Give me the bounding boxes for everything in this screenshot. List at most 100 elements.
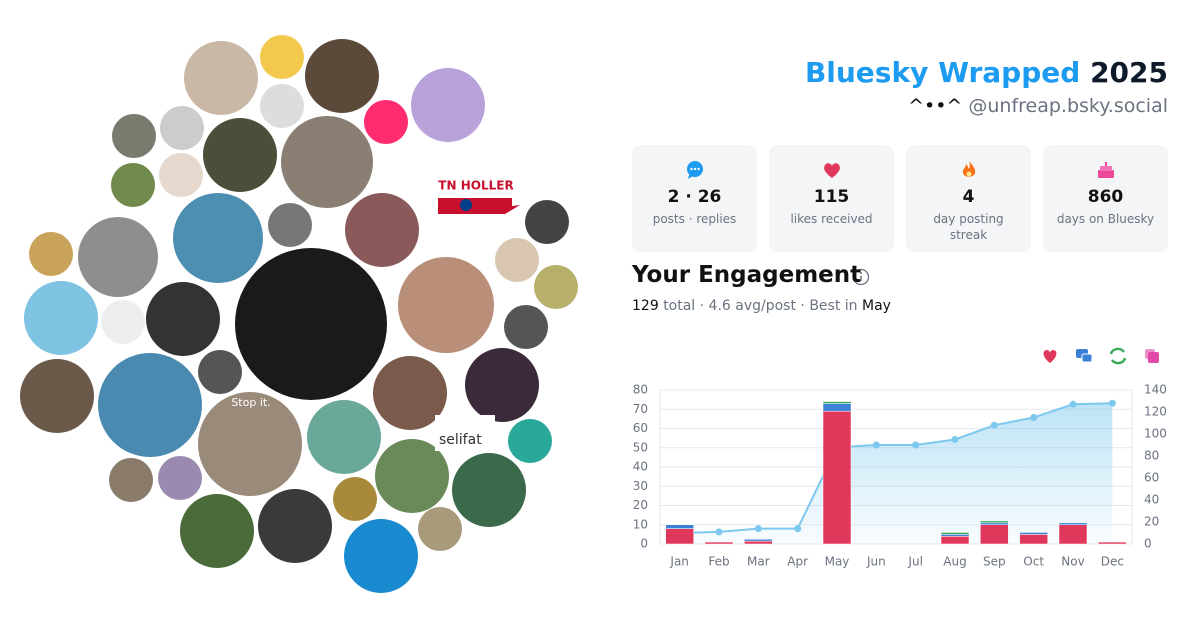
avatar bbox=[495, 238, 539, 282]
stat-value: 4 bbox=[962, 187, 975, 207]
avatar bbox=[525, 200, 569, 244]
bar bbox=[1019, 532, 1048, 535]
y2-tick-label: 0 bbox=[1144, 537, 1152, 551]
bar bbox=[980, 520, 1009, 524]
stat-label: likes received bbox=[790, 212, 873, 226]
stat-card: 860 days on Bluesky bbox=[1043, 145, 1168, 252]
legend-icon bbox=[1081, 353, 1093, 363]
x-tick-label: Oct bbox=[1023, 555, 1044, 569]
avatar bbox=[460, 199, 472, 211]
bar bbox=[665, 528, 694, 545]
legend-icon bbox=[1043, 350, 1057, 363]
avatar bbox=[158, 456, 202, 500]
bar bbox=[940, 532, 970, 535]
icon bbox=[686, 161, 703, 179]
legend-icon bbox=[1148, 352, 1159, 363]
point bbox=[1030, 414, 1038, 421]
x-tick-label: Jan bbox=[669, 555, 689, 569]
stat-card: 2 · 26 posts · replies bbox=[632, 145, 757, 252]
avatar bbox=[258, 489, 332, 563]
y-tick-label: 50 bbox=[633, 440, 648, 454]
stat-value: 2 · 26 bbox=[667, 187, 722, 207]
y-tick-label: 30 bbox=[633, 479, 648, 493]
y2-tick-label: 20 bbox=[1144, 515, 1159, 529]
legend-icon bbox=[1109, 347, 1127, 365]
bar bbox=[822, 403, 852, 412]
icon bbox=[962, 161, 975, 177]
x-tick-label: Aug bbox=[943, 555, 966, 569]
avatar bbox=[373, 356, 447, 430]
avatar bbox=[452, 453, 526, 527]
bar bbox=[744, 540, 773, 545]
y-tick-label: 10 bbox=[633, 517, 648, 531]
stat-label: days on Bluesky bbox=[1056, 212, 1155, 226]
info-icon bbox=[860, 272, 862, 274]
avatar bbox=[398, 257, 494, 353]
y2-tick-label: 140 bbox=[1144, 383, 1167, 397]
avatar bbox=[20, 359, 94, 433]
point bbox=[754, 525, 762, 533]
title: Bluesky Wrapped 2025 bbox=[805, 56, 1168, 89]
best-month: May bbox=[862, 298, 891, 314]
x-tick-label: Jul bbox=[907, 555, 922, 569]
bar bbox=[1058, 522, 1088, 526]
y-tick-label: 80 bbox=[633, 383, 648, 397]
bar bbox=[1058, 524, 1088, 545]
stat-card: 115 likes received bbox=[769, 145, 894, 252]
avatar bbox=[235, 248, 387, 400]
emoticon: ^••^ bbox=[908, 95, 963, 117]
y2-tick-label: 120 bbox=[1144, 405, 1167, 419]
area bbox=[679, 403, 1113, 544]
avatar bbox=[98, 353, 202, 457]
point bbox=[872, 441, 880, 449]
avatar bbox=[435, 415, 495, 451]
bar bbox=[665, 524, 694, 529]
avatar bbox=[307, 400, 381, 474]
avatar bbox=[173, 193, 263, 283]
avatar bbox=[375, 439, 449, 513]
avatar bbox=[203, 118, 277, 192]
avatar bbox=[260, 84, 304, 128]
avatar bbox=[24, 281, 98, 355]
y-tick-label: 60 bbox=[633, 421, 648, 435]
point bbox=[990, 421, 998, 429]
bar bbox=[980, 522, 1009, 526]
section-title: Your Engagement bbox=[632, 262, 862, 288]
bar bbox=[1019, 534, 1048, 545]
avatar bbox=[381, 152, 417, 188]
avatar bbox=[534, 265, 578, 309]
avatar bbox=[305, 39, 379, 113]
y-tick-label: 0 bbox=[640, 537, 648, 551]
bar bbox=[1098, 541, 1127, 545]
y-tick-label: 40 bbox=[633, 460, 648, 474]
bar bbox=[822, 401, 852, 404]
bar bbox=[940, 534, 970, 537]
x-tick-label: Jun bbox=[866, 555, 886, 569]
avatar bbox=[78, 217, 158, 297]
avatar bbox=[465, 348, 539, 422]
avatar bbox=[101, 300, 145, 344]
bar bbox=[980, 524, 1009, 545]
avatar-text: Stop it. bbox=[231, 396, 270, 409]
info-icon bbox=[852, 268, 870, 286]
bar bbox=[822, 410, 852, 545]
avatar bbox=[184, 41, 258, 115]
line bbox=[679, 402, 1113, 534]
y-tick-label: 20 bbox=[633, 498, 648, 512]
avatar bbox=[198, 350, 242, 394]
avatar bbox=[112, 114, 156, 158]
y2-tick-label: 60 bbox=[1144, 471, 1159, 485]
avatar bbox=[504, 305, 548, 349]
title-year: 2025 bbox=[1090, 56, 1168, 89]
avatar bbox=[508, 419, 552, 463]
stat-label: posts · replies bbox=[652, 212, 737, 226]
avatar bbox=[260, 35, 304, 79]
icon bbox=[1097, 162, 1114, 178]
bar bbox=[744, 538, 773, 542]
x-tick-label: Dec bbox=[1101, 555, 1124, 569]
stat-label: day posting streak bbox=[933, 212, 1004, 242]
point bbox=[1108, 399, 1116, 407]
avatar bbox=[160, 106, 204, 150]
avatar bbox=[109, 458, 153, 502]
